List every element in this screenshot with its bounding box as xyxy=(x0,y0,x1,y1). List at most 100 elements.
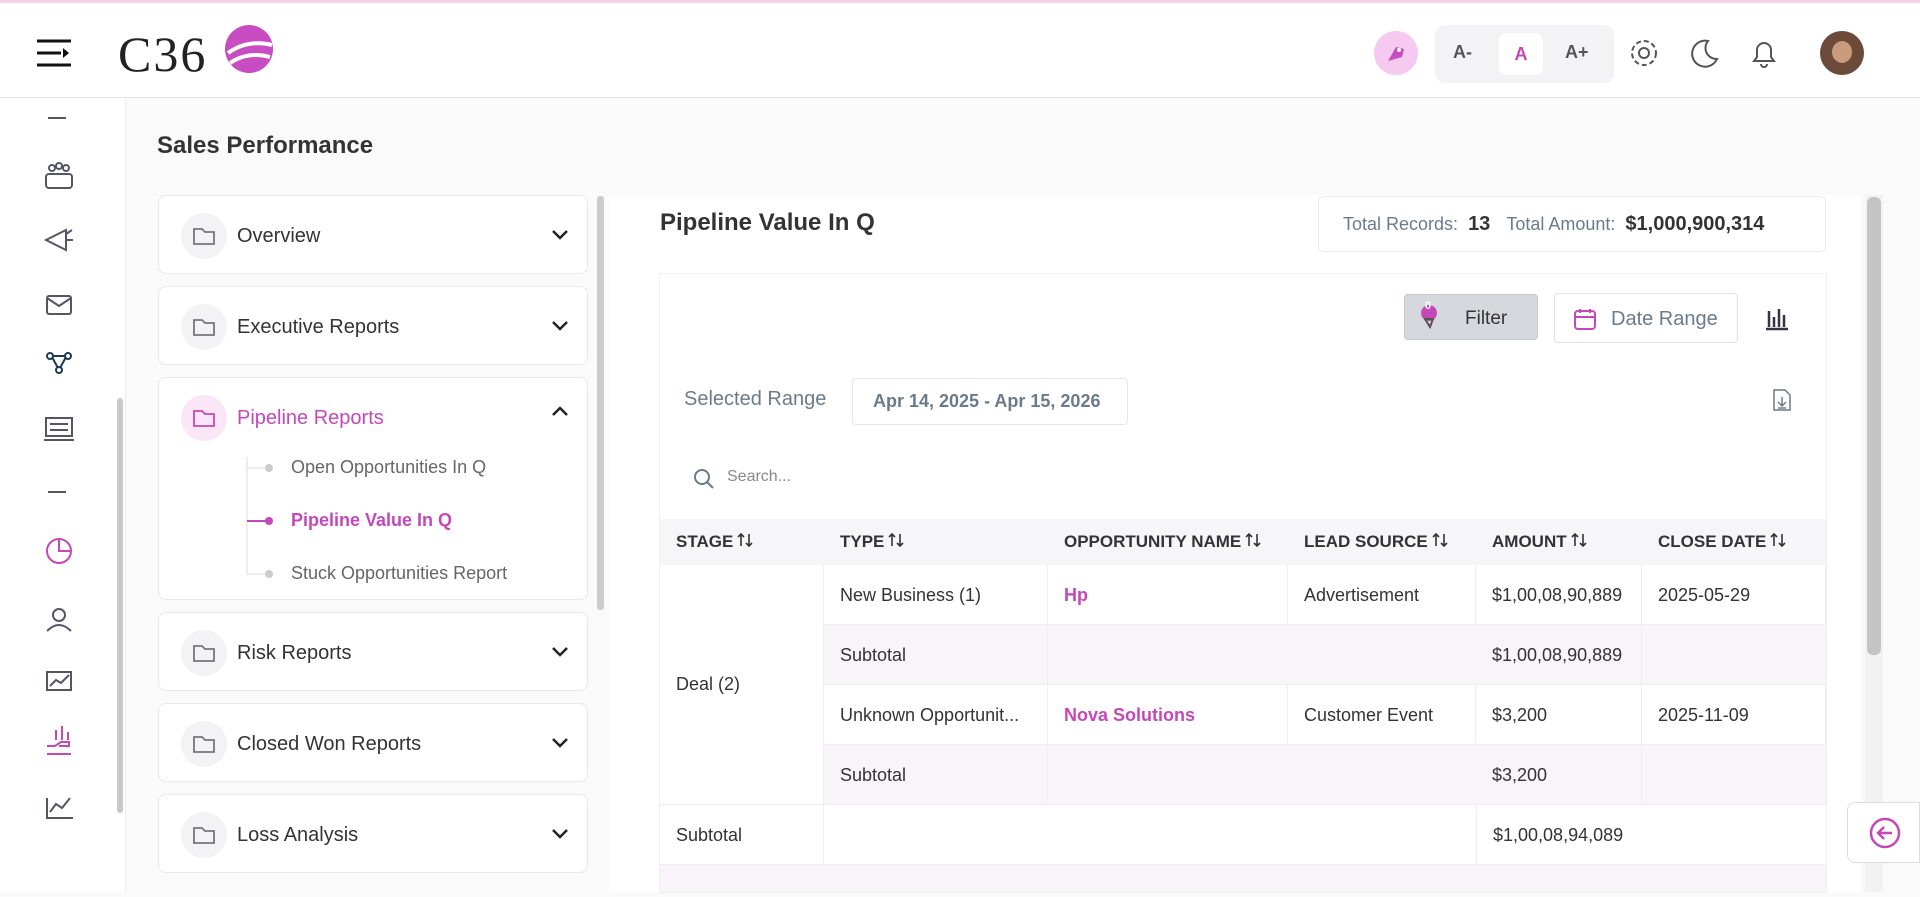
table-row xyxy=(824,685,1826,745)
chevron xyxy=(551,736,569,754)
rocket-button[interactable] xyxy=(1374,31,1418,75)
collapse-button[interactable] xyxy=(1847,802,1920,863)
nav-card[interactable]: Risk Reports xyxy=(158,612,588,691)
table-cell: Advertisement xyxy=(1288,565,1476,625)
table-cell: Unknown Opportunit... xyxy=(824,685,1048,745)
table-cell: $1,00,08,90,889 xyxy=(1476,565,1642,625)
notifications-icon[interactable] xyxy=(1748,37,1780,69)
font-increase[interactable]: A+ xyxy=(1565,42,1589,62)
folder-icon xyxy=(181,721,227,767)
table-cell: New Business (1) xyxy=(824,565,1048,625)
folder-icon xyxy=(181,630,227,676)
date-range-button[interactable]: Date Range xyxy=(1554,293,1738,343)
column-header[interactable]: OPPORTUNITY NAME xyxy=(1048,519,1288,565)
report-card: 0 Filter Date Range Selected Range Apr 1… xyxy=(660,274,1826,892)
nav-label: Pipeline Reports xyxy=(237,407,384,429)
table-cell: Subtotal xyxy=(824,745,1048,805)
column-header[interactable]: CLOSE DATE xyxy=(1642,519,1826,565)
table-cell: 2025-05-29 xyxy=(1642,565,1826,625)
nav-card[interactable]: Closed Won Reports xyxy=(158,703,588,782)
nav-subitem[interactable]: Stuck Opportunities Report xyxy=(291,563,508,583)
report-table: STAGE TYPE OPPORTUNITY NAME LEAD SOURCE AMOU… xyxy=(660,519,1826,892)
nav-label: Loss Analysis xyxy=(237,824,359,846)
chevron xyxy=(551,827,569,845)
table-header xyxy=(660,519,1826,565)
nav-label: Executive Reports xyxy=(237,316,400,338)
main-scrollbar xyxy=(1865,195,1883,892)
theme-icon[interactable] xyxy=(1688,37,1720,69)
column-header[interactable]: TYPE xyxy=(824,519,1048,565)
export-button[interactable] xyxy=(1772,388,1792,412)
search-icon xyxy=(694,469,714,489)
chart-toggle[interactable] xyxy=(1764,305,1790,331)
column-header[interactable]: LEAD SOURCE xyxy=(1288,519,1476,565)
nav-card[interactable]: Overview xyxy=(158,195,588,274)
sort-icon xyxy=(888,532,904,553)
nav-card[interactable]: Executive Reports xyxy=(158,286,588,365)
column-label: OPPORTUNITY NAME xyxy=(1064,532,1242,551)
settings-icon[interactable] xyxy=(1628,37,1660,69)
total-amount-label: Total Amount: xyxy=(1506,213,1616,234)
table-cell: Subtotal xyxy=(824,625,1048,685)
menu-button[interactable] xyxy=(37,38,71,68)
filter-label: Filter xyxy=(1465,308,1508,329)
column-label: LEAD SOURCE xyxy=(1304,532,1428,551)
user-avatar[interactable] xyxy=(1820,31,1864,75)
table-row xyxy=(660,865,1826,892)
sort-icon xyxy=(1770,532,1786,553)
table-cell[interactable]: Nova Solutions xyxy=(1048,685,1288,745)
table-cell: $3,200 xyxy=(1476,745,1642,805)
filter-button[interactable]: 0 Filter xyxy=(1404,294,1538,340)
table-cell: 2025-11-09 xyxy=(1642,685,1826,745)
nav-label: Risk Reports xyxy=(237,642,352,664)
nav-card[interactable]: Loss Analysis xyxy=(158,794,588,873)
chevron xyxy=(551,319,569,337)
column-label: AMOUNT xyxy=(1492,532,1567,551)
page-title: Sales Performance xyxy=(157,132,374,159)
font-decrease[interactable]: A- xyxy=(1453,42,1472,62)
folder-icon xyxy=(181,304,227,350)
table-row xyxy=(660,805,1826,865)
nav-label: Closed Won Reports xyxy=(237,733,422,755)
chevron xyxy=(551,645,569,663)
report-panel: Pipeline Value In Q Total Records: 13 To… xyxy=(609,195,1861,892)
folder-icon xyxy=(181,812,227,858)
column-header[interactable]: STAGE xyxy=(660,519,824,565)
filter-count: 0 xyxy=(1425,300,1432,312)
selected-range: Apr 14, 2025 - Apr 15, 2026 xyxy=(852,378,1128,425)
nav-subitem[interactable]: Pipeline Value In Q xyxy=(291,510,453,530)
stage-cell: Deal (2) xyxy=(660,565,824,805)
font-normal[interactable]: A xyxy=(1499,33,1543,75)
table-cell: Customer Event xyxy=(1288,685,1476,745)
table-row xyxy=(824,565,1826,625)
table-cell: $3,200 xyxy=(1476,685,1642,745)
total-records-label: Total Records: xyxy=(1343,213,1459,234)
column-label: TYPE xyxy=(840,532,885,551)
nav-card[interactable]: Pipeline Reports Open Opportunities In Q P… xyxy=(158,377,588,600)
table-cell[interactable]: Hp xyxy=(1048,565,1288,625)
chevron xyxy=(551,404,569,422)
sort-icon xyxy=(1571,532,1587,553)
report-title: Pipeline Value In Q xyxy=(660,209,875,236)
logo-mark xyxy=(225,25,273,73)
total-amount: $1,000,900,314 xyxy=(1625,212,1765,235)
column-label: STAGE xyxy=(676,532,734,551)
column-header[interactable]: AMOUNT xyxy=(1476,519,1642,565)
nav-subitem[interactable]: Open Opportunities In Q xyxy=(291,457,487,477)
date-range-label: Date Range xyxy=(1611,308,1718,330)
search-input[interactable]: Search... xyxy=(727,468,792,485)
sidebar-icons xyxy=(43,117,123,819)
totals-box: Total Records: 13 Total Amount: $1,000,9… xyxy=(1318,196,1826,252)
sidebar xyxy=(0,98,126,892)
logo[interactable]: C36 xyxy=(118,26,208,82)
sort-icon xyxy=(1432,532,1448,553)
header: C36 A- A A+ xyxy=(0,0,1920,98)
folder-icon xyxy=(181,395,227,441)
table-cell: $1,00,08,94,089 xyxy=(1476,805,1642,865)
folder-icon xyxy=(181,213,227,259)
column-label: CLOSE DATE xyxy=(1658,532,1767,551)
selected-range-label: Selected Range xyxy=(684,388,827,410)
total-records: 13 xyxy=(1468,212,1491,235)
chevron xyxy=(551,228,569,246)
